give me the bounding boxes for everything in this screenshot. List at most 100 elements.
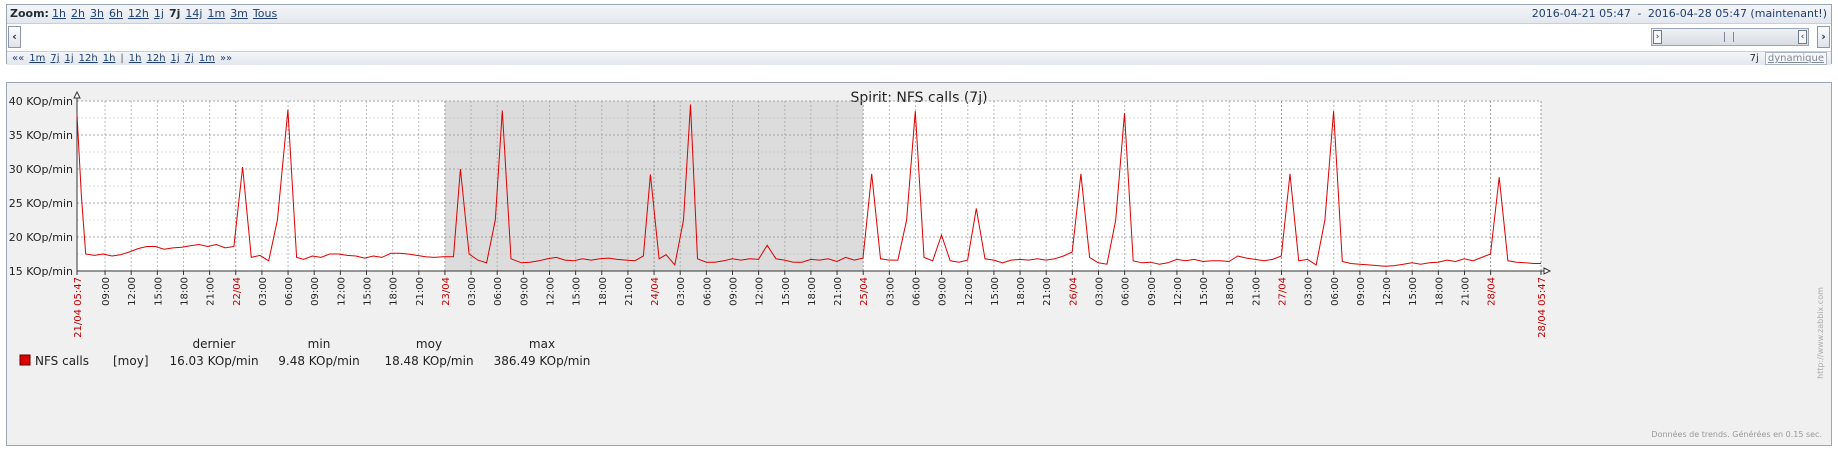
x-tick-label: 06:00	[1121, 277, 1132, 306]
x-tick-label: 09:00	[310, 277, 321, 306]
zoom-link-Tous[interactable]: Tous	[252, 7, 278, 20]
slider-handle-left[interactable]: ›	[1653, 30, 1662, 44]
back-link-0: ««	[12, 53, 25, 64]
x-tick-label: 03:00	[467, 277, 478, 306]
zoom-bar: Zoom: 1h 2h 3h 6h 12h 1j 7j 14j 1m 3m Tous 2016-04…	[7, 5, 1831, 24]
nfs-calls-graph[interactable]: Spirit: NFS calls (7j) 15 KOp/min 20 KOp/m…	[7, 83, 1831, 445]
y-tick-label: 35 KOp/min	[9, 129, 73, 142]
graph-title: Spirit: NFS calls (7j)	[850, 90, 987, 106]
x-tick-label: 18:00	[179, 277, 190, 306]
zoom-link-3h[interactable]: 3h	[89, 7, 104, 20]
x-tick-label: 15:00	[990, 277, 1001, 306]
x-tick-label: 06:00	[702, 277, 713, 306]
x-tick-label: 18:00	[389, 277, 400, 306]
x-tick-label: 21:00	[624, 277, 635, 306]
x-tick-label: 09:00	[1147, 277, 1158, 306]
forward-link-1[interactable]: 12h	[146, 53, 166, 64]
scroll-bar-row: ‹ › ‹ ›	[7, 24, 1831, 51]
zoom-link-2h[interactable]: 2h	[70, 7, 85, 20]
zoom-link-1j[interactable]: 1j	[153, 7, 164, 20]
legend-value-moy: 18.48 KOp/min	[384, 354, 473, 368]
x-tick-label: 25/04	[859, 277, 870, 306]
x-tick-label: 12:00	[545, 277, 556, 306]
x-tick-label: 15:00	[1408, 277, 1419, 306]
legend-header-moy: moy	[416, 337, 442, 351]
back-link-2[interactable]: 7j	[50, 53, 60, 64]
x-tick-label: 28/04 05:47	[1537, 277, 1548, 338]
x-tick-label: 12:00	[1173, 277, 1184, 306]
x-tick-label: 06:00	[911, 277, 922, 306]
x-tick-label: 15:00	[153, 277, 164, 306]
series-line-nfs-calls[interactable]	[76, 104, 1541, 267]
legend-header-max: max	[529, 337, 555, 351]
x-tick-label: 21:00	[415, 277, 426, 306]
x-tick-label: 06:00	[493, 277, 504, 306]
forward-link-3[interactable]: 7j	[184, 53, 194, 64]
y-axis-arrow-icon	[73, 90, 81, 99]
x-tick-label: 09:00	[1356, 277, 1367, 306]
slider-handle-right[interactable]: ‹	[1798, 30, 1807, 44]
x-tick-label: 09:00	[938, 277, 949, 306]
x-tick-label: 12:00	[755, 277, 766, 306]
y-tick-label: 30 KOp/min	[9, 163, 73, 176]
period-nav-row: «« 1m 7j 1j 12h 1h | 1h 12h 1j 7j 1m »» 7j dynamique	[7, 51, 1831, 65]
date-range: 2016-04-21 05:47 - 2016-04-28 05:47 (mai…	[1529, 5, 1827, 23]
x-tick-label: 18:00	[1016, 277, 1027, 306]
x-tick-label: 12:00	[336, 277, 347, 306]
legend-value-dernier: 16.03 KOp/min	[169, 354, 258, 368]
x-tick-label: 18:00	[1225, 277, 1236, 306]
back-link-4[interactable]: 12h	[78, 53, 98, 64]
x-tick-label: 03:00	[885, 277, 896, 306]
legend-value-max: 386.49 KOp/min	[494, 354, 591, 368]
back-link-5[interactable]: 1h	[102, 53, 116, 64]
x-tick-label: 23/04	[441, 277, 452, 306]
x-tick-label: 03:00	[258, 277, 269, 306]
forward-link-5: »»	[219, 53, 233, 64]
chevron-left-icon[interactable]: ‹	[8, 26, 21, 48]
x-tick-label: 22/04	[232, 277, 243, 306]
y-tick-label: 25 KOp/min	[9, 197, 73, 210]
period-display: 7j dynamique	[1750, 52, 1827, 65]
back-link-1[interactable]: 1m	[29, 53, 46, 64]
legend-value-min: 9.48 KOp/min	[278, 354, 359, 368]
zoom-link-3m[interactable]: 3m	[230, 7, 248, 20]
x-tick-label: 12:00	[964, 277, 975, 306]
x-tick-label: 18:00	[807, 277, 818, 306]
y-tick-label: 15 KOp/min	[9, 265, 73, 278]
forward-link-4[interactable]: 1m	[198, 53, 215, 64]
zoom-link-14j[interactable]: 14j	[185, 7, 203, 20]
zoom-link-1h[interactable]: 1h	[52, 7, 66, 20]
chevron-right-icon[interactable]: ›	[1817, 26, 1830, 48]
time-filter-panel: Zoom: 1h 2h 3h 6h 12h 1j 7j 14j 1m 3m Tous 2016-04…	[6, 4, 1832, 65]
x-tick-label: 15:00	[572, 277, 583, 306]
date-separator: -	[1637, 7, 1642, 20]
x-tick-label: 21:00	[1460, 277, 1471, 306]
zabbix-watermark: http://www.zabbix.com	[1816, 287, 1825, 379]
forward-link-2[interactable]: 1j	[170, 53, 180, 64]
zoom-link-6h[interactable]: 6h	[108, 7, 123, 20]
slider-grip-icon[interactable]	[1724, 32, 1734, 42]
x-tick-label: 12:00	[1382, 277, 1393, 306]
zoom-link-1m[interactable]: 1m	[207, 7, 226, 20]
x-tick-label: 21:00	[1251, 277, 1262, 306]
x-tick-label: 21:00	[1042, 277, 1053, 306]
x-tick-label: 18:00	[1434, 277, 1445, 306]
legend-item-func: [moy]	[113, 354, 149, 368]
dynamic-toggle[interactable]: dynamique	[1764, 52, 1827, 65]
date-to: 2016-04-28 05:47 (maintenant!)	[1647, 7, 1827, 20]
y-tick-label: 20 KOp/min	[9, 231, 73, 244]
forward-link-0[interactable]: 1h	[128, 53, 142, 64]
zoom-link-7j[interactable]: 7j	[168, 7, 181, 20]
x-tick-label: 15:00	[362, 277, 373, 306]
zoom-link-12h[interactable]: 12h	[127, 7, 149, 20]
x-tick-label: 27/04	[1277, 277, 1288, 306]
x-tick-label: 18:00	[598, 277, 609, 306]
x-tick-label: 21:00	[206, 277, 217, 306]
period-slider[interactable]: › ‹	[1651, 28, 1809, 46]
x-axis-arrow-icon	[1543, 267, 1552, 275]
x-tick-label: 06:00	[1330, 277, 1341, 306]
back-link-3[interactable]: 1j	[64, 53, 74, 64]
date-from: 2016-04-21 05:47	[1531, 7, 1631, 20]
x-tick-label: 03:00	[1304, 277, 1315, 306]
x-tick-label: 09:00	[728, 277, 739, 306]
